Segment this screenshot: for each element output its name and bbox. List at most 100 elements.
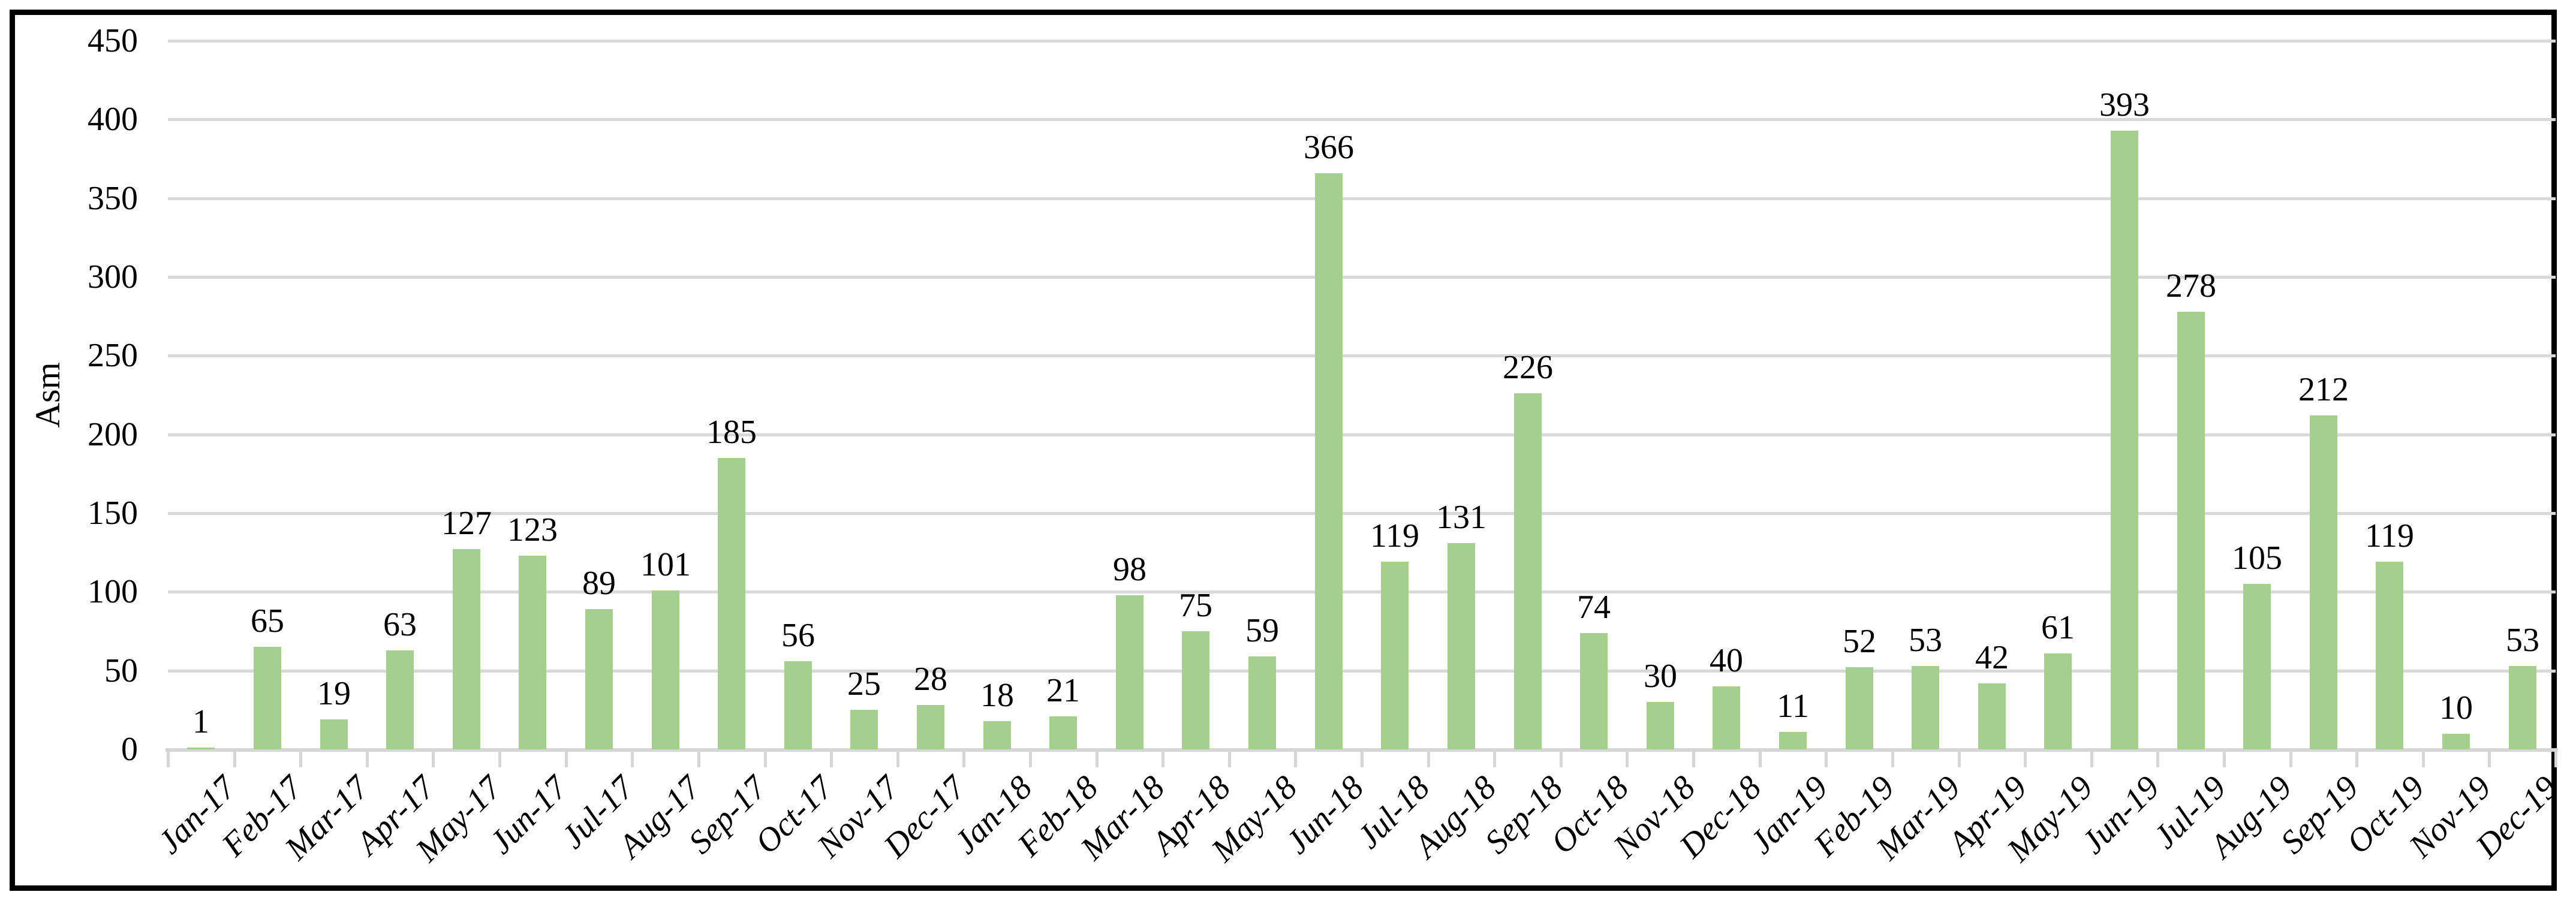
gridline (168, 40, 2556, 43)
y-tick-label: 400 (88, 101, 138, 138)
bar (2376, 562, 2403, 749)
bar (2509, 666, 2536, 749)
x-axis-tick (1958, 751, 1961, 767)
bar (1713, 686, 1740, 749)
x-axis-tick (1825, 751, 1828, 767)
gridline (168, 433, 2556, 436)
x-axis-tick (764, 751, 767, 767)
bar (850, 710, 878, 749)
bar (453, 549, 480, 749)
x-axis-tick (299, 751, 302, 767)
bar-value-label: 21 (1046, 672, 1080, 709)
x-axis-tick (2554, 751, 2557, 767)
x-axis-tick (2422, 751, 2425, 767)
bar (983, 721, 1011, 749)
x-axis-tick (2223, 751, 2226, 767)
x-axis-tick (1361, 751, 1364, 767)
x-axis-tick (1692, 751, 1695, 767)
bar-value-label: 366 (1304, 129, 1354, 166)
x-axis-tick (697, 751, 700, 767)
bar (519, 556, 546, 749)
bar (1381, 562, 1409, 749)
x-axis-tick (565, 751, 568, 767)
y-tick-label: 350 (88, 180, 138, 217)
x-axis-tick (1029, 751, 1032, 767)
bar-value-label: 212 (2298, 371, 2349, 408)
gridline (168, 670, 2556, 673)
gridline (168, 590, 2556, 593)
gridline (168, 118, 2556, 121)
y-axis-title: Asm (28, 362, 67, 428)
bar-value-label: 89 (582, 565, 616, 602)
y-tick-label: 250 (88, 337, 138, 374)
bar (652, 590, 679, 749)
gridline (168, 197, 2556, 200)
bar (2243, 584, 2271, 749)
bar-value-label: 53 (1909, 622, 1942, 659)
gridline (168, 276, 2556, 279)
bar-value-label: 59 (1245, 612, 1279, 649)
x-axis-tick (1228, 751, 1231, 767)
bar (1978, 683, 2006, 749)
bar-value-label: 1 (192, 703, 209, 740)
y-tick-label: 50 (104, 652, 138, 689)
x-axis-tick (498, 751, 501, 767)
bar (1248, 656, 1276, 749)
x-axis-tick (896, 751, 899, 767)
bar (1779, 732, 1807, 749)
y-tick-label: 200 (88, 416, 138, 453)
bar-value-label: 101 (640, 546, 691, 583)
x-axis-tick (2289, 751, 2292, 767)
x-axis-tick (167, 751, 170, 767)
bar (2044, 653, 2072, 749)
bar-value-label: 10 (2439, 689, 2473, 727)
y-tick-label: 300 (88, 258, 138, 296)
bar (1647, 702, 1674, 749)
y-tick-label: 150 (88, 495, 138, 532)
bar-value-label: 131 (1436, 499, 1486, 536)
x-axis-tick (366, 751, 369, 767)
bar-value-label: 123 (507, 511, 558, 549)
bar (2442, 734, 2470, 749)
bar (2310, 415, 2337, 749)
gridline (168, 354, 2556, 357)
gridline (168, 512, 2556, 515)
bar-value-label: 105 (2232, 540, 2282, 577)
x-axis-tick (962, 751, 965, 767)
bar-value-label: 185 (706, 414, 757, 451)
bar (386, 650, 414, 749)
bar-value-label: 98 (1113, 551, 1146, 588)
x-axis-tick (1626, 751, 1629, 767)
x-axis-tick (1096, 751, 1099, 767)
bar-value-label: 119 (1370, 517, 1419, 555)
bar-value-label: 19 (317, 675, 351, 712)
bar-value-label: 28 (914, 661, 947, 698)
bar-value-label: 65 (251, 602, 284, 640)
x-axis-tick (2024, 751, 2027, 767)
x-axis-tick (233, 751, 236, 767)
x-axis-tick (1161, 751, 1164, 767)
y-tick-label: 450 (88, 22, 138, 59)
x-axis-tick (1891, 751, 1894, 767)
bar-value-label: 42 (1975, 639, 2009, 676)
x-axis-tick (1294, 751, 1297, 767)
bar-value-label: 11 (1777, 688, 1809, 725)
y-tick-label: 0 (121, 731, 138, 768)
bar-value-label: 56 (781, 617, 815, 654)
x-axis-tick (631, 751, 634, 767)
bar (2177, 312, 2205, 749)
x-axis-tick (1560, 751, 1563, 767)
bar-value-label: 52 (1843, 623, 1876, 660)
bar-value-label: 278 (2166, 267, 2216, 305)
bar (1448, 543, 1475, 749)
bar-value-label: 61 (2041, 609, 2075, 646)
bar (784, 661, 812, 749)
y-tick-label: 100 (88, 573, 138, 610)
bar (1580, 633, 1608, 749)
bar-value-label: 40 (1710, 642, 1743, 679)
x-axis-tick (2156, 751, 2159, 767)
bar (1912, 666, 1939, 749)
bar-value-label: 226 (1503, 349, 1553, 386)
bar (1049, 716, 1077, 749)
